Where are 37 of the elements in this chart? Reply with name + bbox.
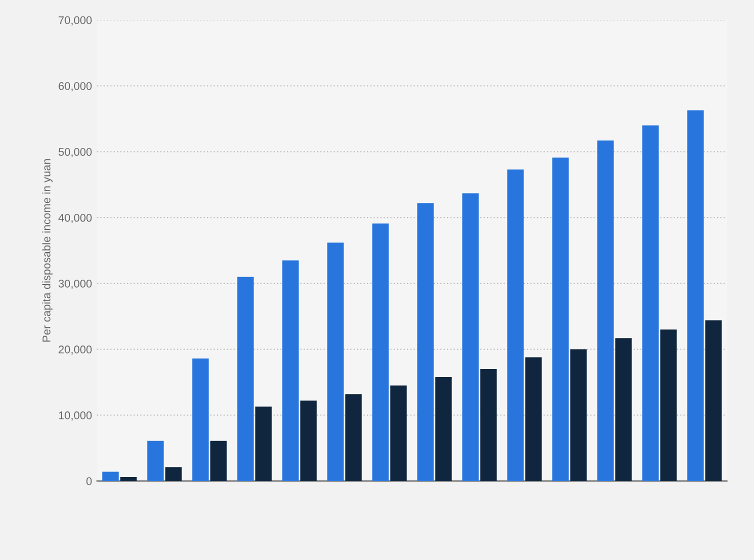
bar: [570, 349, 587, 481]
bar: [480, 369, 497, 481]
bar: [660, 330, 677, 481]
y-tick-label: 70,000: [58, 16, 92, 26]
bar: [345, 394, 362, 481]
bar: [507, 169, 524, 481]
y-tick-label: 50,000: [58, 148, 92, 158]
bar: [120, 477, 137, 481]
bar: [552, 158, 569, 481]
bar: [192, 358, 209, 481]
bar: [282, 260, 299, 481]
bar: [237, 276, 254, 481]
y-axis-title: Per capita disposable income in yuan: [42, 159, 53, 342]
bar: [390, 386, 407, 481]
bar: [462, 193, 479, 481]
bar: [147, 440, 164, 481]
bar: [210, 440, 227, 481]
bar: [372, 224, 389, 481]
bar: [102, 472, 119, 481]
y-tick-label: 10,000: [59, 411, 92, 421]
bar: [435, 376, 452, 481]
bar: [300, 400, 317, 481]
bar: [525, 357, 542, 481]
bar: [255, 406, 272, 481]
bar: [705, 320, 722, 481]
bar: [165, 467, 182, 481]
y-tick-label: 40,000: [58, 214, 92, 224]
bar: [615, 338, 632, 481]
bar: [687, 110, 704, 481]
bar: [642, 125, 659, 481]
bar: [417, 203, 434, 481]
bar: [327, 242, 344, 481]
y-tick-label: 0: [86, 477, 92, 486]
y-tick-label: 30,000: [58, 280, 92, 289]
y-tick-label: 60,000: [58, 82, 92, 92]
bar: [597, 140, 614, 481]
y-tick-label: 20,000: [58, 346, 92, 355]
